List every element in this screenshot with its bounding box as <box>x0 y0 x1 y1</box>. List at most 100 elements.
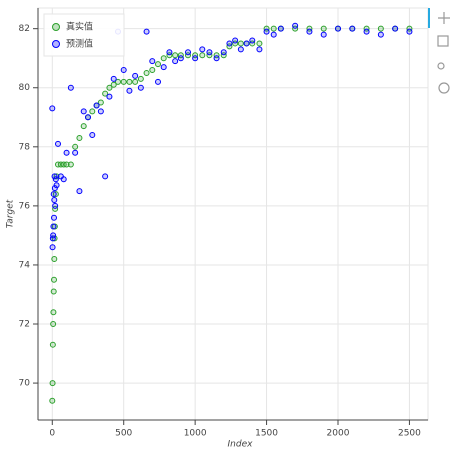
point <box>137 75 144 82</box>
point <box>55 140 61 147</box>
point <box>72 149 79 156</box>
point <box>377 31 384 38</box>
point <box>132 72 139 79</box>
x-tick-label: 500 <box>115 429 132 439</box>
point <box>213 55 220 62</box>
point <box>63 161 70 168</box>
y-tick-label: 72 <box>19 320 30 330</box>
y-tick-label: 74 <box>19 260 31 270</box>
point <box>67 161 74 168</box>
point <box>49 105 56 112</box>
point <box>50 321 57 328</box>
pan-tool[interactable] <box>438 12 450 24</box>
y-tick-label: 78 <box>19 142 31 152</box>
point <box>110 81 117 88</box>
point <box>335 25 341 32</box>
point <box>89 108 96 115</box>
point <box>50 309 57 316</box>
legend-marker <box>52 23 60 31</box>
point <box>160 64 167 71</box>
point <box>49 380 56 387</box>
point <box>126 87 133 94</box>
point <box>132 78 139 85</box>
point <box>106 84 113 91</box>
point <box>137 84 144 91</box>
y-tick-label: 82 <box>19 24 30 34</box>
point <box>67 84 74 91</box>
point <box>143 69 150 76</box>
point <box>51 196 58 203</box>
point <box>51 256 58 263</box>
point <box>51 276 57 283</box>
point <box>51 185 58 192</box>
legend-box <box>43 13 125 57</box>
x-tick-label: 1000 <box>184 429 207 439</box>
point <box>243 40 250 47</box>
point <box>349 25 356 32</box>
point <box>53 182 60 189</box>
point <box>406 28 413 35</box>
point <box>126 78 133 85</box>
wheel-zoom-tool[interactable] <box>437 62 445 70</box>
x-tick-label: 1500 <box>255 429 278 439</box>
toolbar <box>428 8 450 94</box>
point <box>256 40 263 47</box>
point <box>149 67 156 74</box>
point <box>226 40 233 47</box>
point <box>76 134 83 141</box>
reset-tool[interactable] <box>438 82 450 94</box>
point <box>97 108 104 115</box>
y-tick-label: 80 <box>19 83 31 93</box>
point <box>392 25 399 32</box>
x-tick-label: 2000 <box>327 429 350 439</box>
point <box>292 22 299 29</box>
point <box>51 235 58 242</box>
point <box>166 49 173 56</box>
point <box>120 78 127 85</box>
point <box>206 49 213 56</box>
point <box>237 40 244 47</box>
plot-area <box>37 7 429 421</box>
point <box>102 173 109 180</box>
point <box>377 25 384 32</box>
point <box>50 232 57 239</box>
point <box>72 143 79 150</box>
point <box>106 93 113 100</box>
point <box>177 55 184 62</box>
box-zoom-tool[interactable] <box>437 35 449 47</box>
point <box>110 75 117 82</box>
point <box>363 28 370 35</box>
point <box>263 28 270 35</box>
point <box>172 52 179 59</box>
point <box>155 78 161 85</box>
point <box>320 31 327 38</box>
point <box>85 114 91 121</box>
y-tick-label: 76 <box>19 201 31 211</box>
point <box>51 173 58 180</box>
point <box>80 108 87 115</box>
point <box>149 58 156 65</box>
point <box>50 223 57 230</box>
point <box>237 46 244 53</box>
legend-label: 真实值 <box>66 21 93 33</box>
legend-marker <box>52 40 60 48</box>
point <box>52 202 59 209</box>
point <box>120 67 127 74</box>
point <box>50 288 57 295</box>
point <box>256 46 263 53</box>
point <box>49 341 56 348</box>
point <box>93 102 100 109</box>
y-tick-label: 70 <box>19 379 31 389</box>
point <box>52 176 59 183</box>
point <box>102 90 109 97</box>
point <box>185 49 191 56</box>
point <box>192 55 199 62</box>
point <box>97 99 104 106</box>
point <box>49 397 56 404</box>
point <box>232 37 239 44</box>
point <box>76 188 83 195</box>
point <box>50 191 57 198</box>
x-tick-label: 2500 <box>398 429 421 439</box>
point <box>155 61 161 68</box>
